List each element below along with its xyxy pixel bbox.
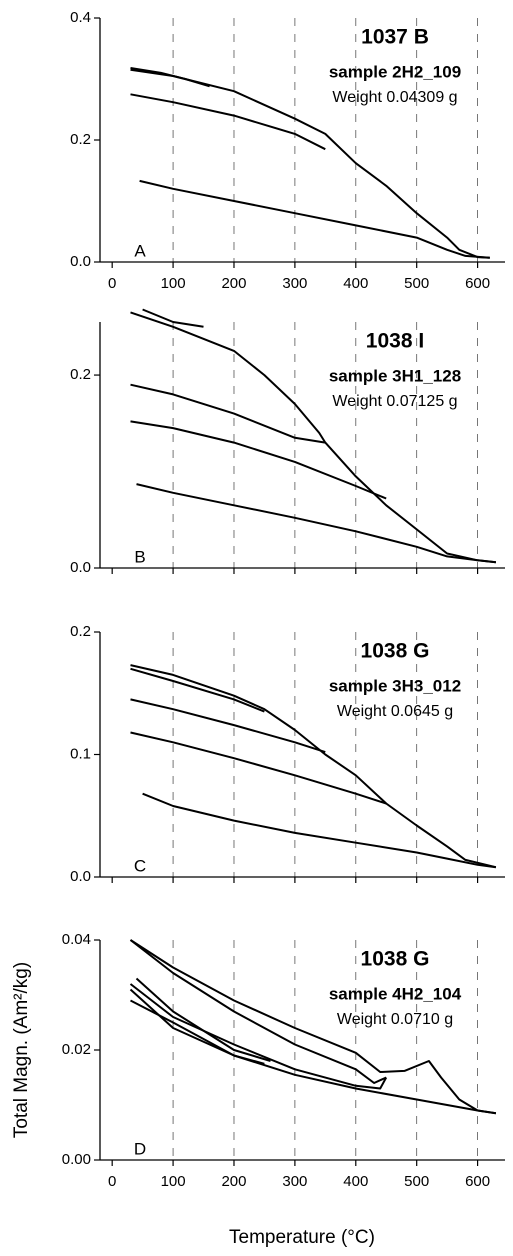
x-tick-label: 500 <box>404 1173 429 1190</box>
panel-subtitle: sample 4H2_104 <box>329 984 462 1003</box>
x-tick-label: 500 <box>404 275 429 292</box>
panel-subtitle: sample 2H2_109 <box>329 62 461 81</box>
data-line <box>130 93 326 151</box>
data-line <box>130 664 497 869</box>
data-line <box>129 983 388 1090</box>
y-tick-label: 0.2 <box>70 131 91 148</box>
y-tick-label: 0.4 <box>70 9 91 26</box>
x-tick-label: 400 <box>343 1173 368 1190</box>
panel-title: 1037 B <box>361 26 429 49</box>
data-line <box>130 383 326 444</box>
data-line <box>130 731 387 805</box>
data-line <box>129 939 387 1084</box>
x-axis-label: Temperature (°C) <box>229 1227 375 1248</box>
panel-subtitle: sample 3H1_128 <box>329 366 461 385</box>
data-line <box>130 420 387 500</box>
panel-label: C <box>134 856 146 875</box>
x-tick-label: 100 <box>161 1173 186 1190</box>
x-tick-label: 600 <box>465 275 490 292</box>
y-tick-label: 0.04 <box>62 931 91 948</box>
data-line <box>135 977 271 1062</box>
x-tick-label: 0 <box>108 1173 116 1190</box>
y-tick-label: 0.0 <box>70 253 91 270</box>
y-tick-label: 0.2 <box>70 366 91 383</box>
panel-annotation: Weight 0.07125 g <box>332 393 457 410</box>
x-tick-label: 100 <box>161 275 186 292</box>
x-tick-label: 200 <box>221 275 246 292</box>
data-line <box>142 792 497 869</box>
y-axis-label: Total Magn. (Am²/kg) <box>11 962 32 1138</box>
panel-annotation: Weight 0.0645 g <box>337 703 453 720</box>
x-tick-label: 600 <box>465 1173 490 1190</box>
y-tick-label: 0.2 <box>70 623 91 640</box>
x-tick-label: 200 <box>221 1173 246 1190</box>
data-line <box>130 68 490 259</box>
panel-title: 1038 G <box>361 640 430 663</box>
panel-subtitle: sample 3H3_012 <box>329 676 461 695</box>
data-line <box>130 311 497 564</box>
y-tick-label: 0.00 <box>62 1151 91 1168</box>
data-line <box>129 988 265 1065</box>
data-line <box>136 483 497 564</box>
data-line <box>130 67 210 88</box>
data-line <box>142 308 204 328</box>
panel-title: 1038 I <box>366 330 424 353</box>
data-line <box>130 698 326 754</box>
x-tick-label: 300 <box>282 275 307 292</box>
data-line <box>129 939 497 1115</box>
panel-annotation: Weight 0.0710 g <box>337 1011 453 1028</box>
x-tick-label: 400 <box>343 275 368 292</box>
panel-annotation: Weight 0.04309 g <box>332 89 457 106</box>
y-tick-label: 0.02 <box>62 1041 91 1058</box>
panel-title: 1038 G <box>361 948 430 971</box>
panel-label: A <box>134 241 146 260</box>
y-tick-label: 0.1 <box>70 745 91 762</box>
x-tick-label: 300 <box>282 1173 307 1190</box>
panel-label: D <box>134 1139 146 1158</box>
panel-label: B <box>134 547 145 566</box>
y-tick-label: 0.0 <box>70 868 91 885</box>
data-line <box>130 667 265 713</box>
y-tick-label: 0.0 <box>70 559 91 576</box>
x-tick-label: 0 <box>108 275 116 292</box>
data-line <box>139 179 490 259</box>
data-line <box>130 999 497 1115</box>
